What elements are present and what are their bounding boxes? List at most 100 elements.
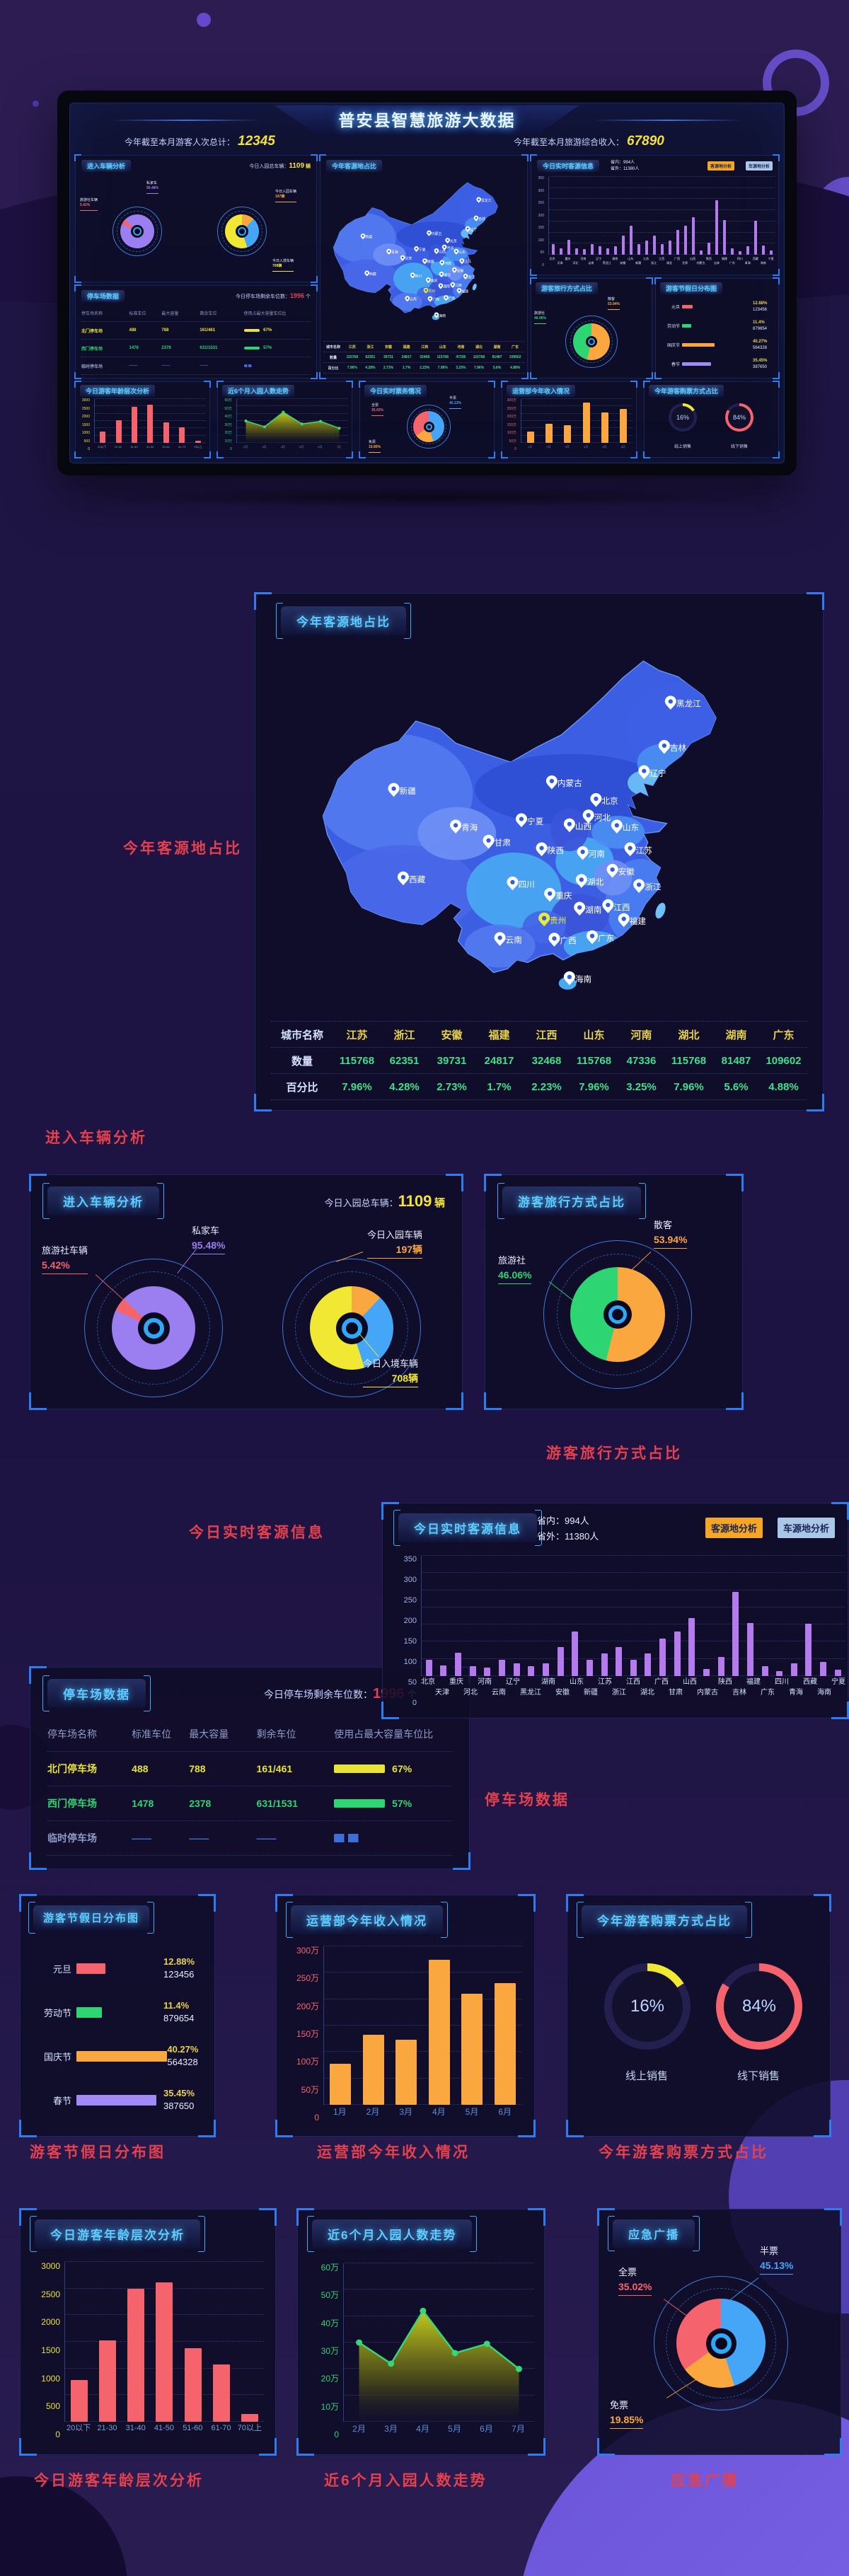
mini-ticket-title: 今日实时票务情况 [364, 385, 427, 397]
mini-donut-label: 今日入境车辆 708辆 [272, 259, 294, 272]
bar [527, 431, 535, 443]
vehicle-analysis-button[interactable]: 车源地分析 [777, 1518, 835, 1538]
svg-text:山西: 山西 [575, 822, 591, 831]
province-pin: 广东 [587, 930, 614, 945]
bar [440, 1665, 447, 1676]
mini-parking-title: 停车场数据 [81, 290, 125, 302]
caption-broadcast: 应急广播 [671, 2473, 739, 2489]
mini-vehicle-total: 今日入园总车辆：1109 辆 [249, 162, 311, 170]
panel-corner [359, 451, 366, 458]
mini-parking-table: 停车场名称 标准车位 最大容量 剩余车位 使用占最大容量车位比 北门停车场 488 788 16… [81, 304, 311, 375]
donut-chart [676, 2299, 766, 2388]
bar [163, 422, 169, 443]
province-pin: 甘肃 [483, 834, 511, 849]
deco-dot [33, 100, 39, 107]
bar [668, 240, 671, 255]
mini-realtime-chart: 350 300 250 200 150 100 50 0 北京 天津 重庆 河北 河南 云南 辽宁 黑龙江 湖南… [538, 176, 775, 267]
mini-donut-label: 旅游社车辆 5.42% [80, 198, 98, 211]
bar [717, 1657, 724, 1676]
dashboard-title: 普安县智慧旅游大数据 [338, 111, 516, 129]
panel-purchase: 今年游客购票方式占比 16% 84% 线上销售 线下销售 [566, 1894, 831, 2137]
panel-corner [530, 372, 537, 379]
donut-label-enter: 今日入园车辆 197辆 [367, 1229, 423, 1259]
panel-corner [254, 1094, 272, 1111]
monitor-shadow [99, 487, 750, 508]
deco-half-circle [815, 177, 849, 245]
province-pin: 海南 [434, 312, 446, 318]
stat-income-value: 67890 [627, 134, 664, 149]
bar [834, 1670, 841, 1676]
panel-corner [19, 2438, 37, 2456]
panel-corner [484, 1392, 502, 1410]
bar [645, 1653, 652, 1676]
source-analysis-button[interactable]: 客源地分析 [705, 1518, 763, 1538]
panel-corner [204, 381, 211, 388]
trend-title-badge: 近6个月入园人数走势 [306, 2216, 478, 2252]
panel-corner [259, 2438, 277, 2456]
gauge-offline-label: 线下销售 [737, 2070, 780, 2082]
stat-visitors-label: 今年截至本月游客人次总计： [125, 137, 236, 147]
bar [241, 2413, 258, 2422]
mini-travel-title: 游客旅行方式占比 [536, 282, 599, 294]
panel-corner [646, 372, 653, 379]
mini-panel-revenue: 运营部今年收入情况 300万 250万 200万 150万 100万 50万 0 1月 2月 3月… [501, 381, 637, 458]
panel-corner [773, 277, 780, 284]
panel-corner [296, 2438, 314, 2456]
panel-source-map: 今年客源地占比 新疆 西藏 青海 甘肃 宁夏 内蒙古 黑龙江 吉林 辽宁 北京 河北 山西 山东 陕西 河南… [254, 592, 824, 1111]
svg-text:吉林: 吉林 [670, 743, 687, 753]
svg-text:广东: 广东 [598, 934, 614, 943]
panel-corner [528, 2208, 545, 2226]
panel-corner [807, 592, 824, 610]
header-line [594, 120, 742, 121]
panel-corner [74, 372, 81, 379]
panel-corner [254, 592, 272, 610]
panel-corner [74, 154, 81, 161]
svg-text:山东: 山东 [623, 824, 639, 833]
mini-source-analysis-button[interactable]: 客源地分析 [707, 161, 734, 171]
dashboard-screen: 普安县智慧旅游大数据 今年截至本月游客人次总计： 12345 今年截至本月旅游综合… [69, 103, 785, 463]
realtime-stats: 省内：994人 省外：11380人 [537, 1515, 599, 1542]
svg-text:广西: 广西 [560, 937, 576, 946]
bar [425, 1659, 432, 1676]
mini-gauge-offline: 84% [725, 403, 753, 432]
mini-parking-summary: 今日停车场剩余车位数：1996 个 [236, 292, 311, 299]
bar [330, 2063, 352, 2105]
bar [99, 2340, 117, 2422]
mini-panel-purchase: 今年游客购票方式占比 16% 84% 线上销售 线下销售 [643, 381, 780, 458]
bar [606, 248, 609, 255]
bar [776, 1670, 783, 1676]
trend-chart: 60万 50万 40万 30万 20万 10万 0 2月 3月 4月 5月 6月 7月 [308, 2263, 534, 2439]
donut-label-private: 私家车 95.48% [192, 1225, 226, 1255]
panel-corner [814, 2120, 831, 2137]
bar [132, 406, 138, 443]
donut-chart [573, 323, 610, 360]
caption-parking: 停车场数据 [485, 1792, 570, 1808]
panel-corner [275, 2120, 293, 2137]
mini-gauge-label: 线下销售 [730, 445, 748, 449]
stat-visitors-value: 12345 [238, 134, 275, 149]
province-pin: 黑龙江 [664, 695, 701, 710]
bar [179, 427, 185, 443]
bar [572, 1631, 579, 1676]
bar [703, 1669, 710, 1676]
mini-holiday-title: 游客节假日分布图 [660, 282, 723, 294]
holiday-title-badge: 游客节假日分布图 [28, 1902, 155, 1934]
mini-realtime-title: 今日实时客源信息 [537, 160, 600, 172]
mini-vehicle-donut-1 [112, 207, 162, 256]
donut-chart [413, 411, 444, 442]
bar [732, 1592, 739, 1676]
panel-corner [311, 372, 318, 379]
bar [629, 226, 633, 255]
mini-panel-source-map: 今年客源地占比 新疆 西藏 青海 甘肃 宁夏 内蒙古 黑龙江 吉林 辽宁 北京 河北 山西 山东 陕西 河南… [319, 154, 529, 379]
gauge-offline: 84% [716, 1963, 802, 2050]
pie-label-full: 全票 35.02% [618, 2266, 652, 2297]
bar [156, 2282, 173, 2422]
panel-broadcast: 应急广播 半票 45.13% 全票 35.02% 免票 19.85% [597, 2208, 842, 2456]
mini-vehicle-analysis-button[interactable]: 车源地分析 [745, 161, 773, 171]
bar [494, 1982, 516, 2105]
bar [127, 2289, 145, 2422]
caption-revenue: 运营部今年收入情况 [317, 2144, 470, 2161]
province-pin: 陕西 [536, 842, 564, 857]
panel-corner [19, 2120, 37, 2137]
